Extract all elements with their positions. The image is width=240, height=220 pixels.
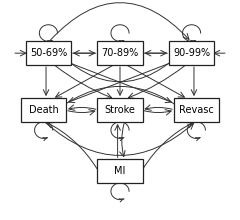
FancyBboxPatch shape (26, 41, 71, 65)
Text: 70-89%: 70-89% (101, 48, 139, 58)
FancyBboxPatch shape (97, 98, 143, 122)
Text: 90-99%: 90-99% (173, 48, 210, 58)
FancyBboxPatch shape (97, 41, 143, 65)
Text: MI: MI (114, 166, 126, 176)
Text: Revasc: Revasc (179, 105, 214, 115)
Text: 50-69%: 50-69% (30, 48, 67, 58)
Text: Stroke: Stroke (105, 105, 135, 115)
Text: Death: Death (29, 105, 59, 115)
FancyBboxPatch shape (21, 98, 66, 122)
FancyBboxPatch shape (97, 159, 143, 183)
FancyBboxPatch shape (169, 41, 214, 65)
FancyBboxPatch shape (174, 98, 219, 122)
